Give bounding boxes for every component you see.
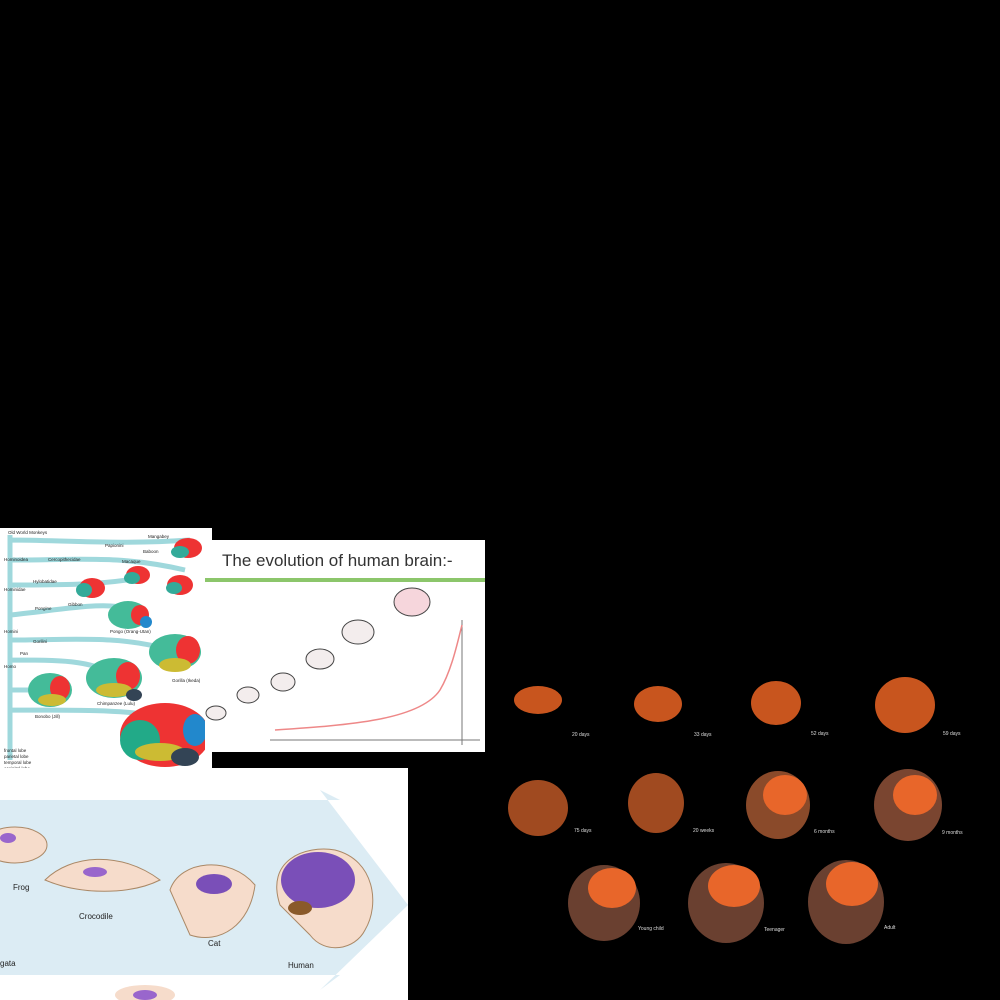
label: 9 months: [942, 830, 963, 836]
label: Gorilla (Ikeda): [172, 678, 201, 683]
development-panel: 20 days 33 days 52 days 59 days 75 days …: [508, 677, 963, 944]
label: 59 days: [943, 731, 961, 737]
divider: [205, 578, 485, 582]
label: gata: [0, 959, 16, 968]
brains: [588, 775, 937, 908]
brains: [28, 538, 210, 767]
label: Crocodile: [79, 912, 113, 921]
label: Macaque: [122, 559, 141, 564]
label: Adult: [884, 925, 896, 931]
label: Cercopithecidae: [48, 557, 81, 562]
label: Pan: [20, 651, 29, 656]
label: Homini: [4, 629, 18, 634]
label: Cat: [208, 939, 221, 948]
label: Pongine: [35, 606, 52, 611]
label: 20 days: [572, 732, 590, 738]
label: Human: [288, 961, 314, 970]
legend-item: frontal lobe: [4, 748, 27, 753]
primate-panel: Old World Monkeys Mangabey Papionini Bab…: [0, 528, 212, 785]
label: Young child: [638, 926, 664, 932]
animals: [0, 826, 374, 1000]
label: Bonobo (Jill): [35, 714, 61, 719]
label: 6 months: [814, 829, 835, 835]
label: Hominidae: [4, 587, 26, 592]
tree: [7, 535, 191, 760]
label: 52 days: [811, 731, 829, 737]
panel-title: The evolution of human brain:-: [222, 551, 453, 570]
label: Frog: [13, 883, 29, 892]
panel-bg: [205, 540, 485, 752]
label: 33 days: [694, 732, 712, 738]
evolution-panel: The evolution of human brain:-: [205, 540, 485, 752]
label: Homo: [4, 664, 17, 669]
label: Gibbon: [68, 602, 83, 607]
label: Baboon: [143, 549, 159, 554]
species-panel: Frog Crocodile Cat Human gata: [0, 768, 408, 1000]
label: 20 weeks: [693, 828, 715, 834]
curve: [274, 624, 463, 731]
label: Pongo (Orang-Utan): [110, 629, 151, 634]
label: Mangabey: [148, 534, 170, 539]
label: 75 days: [574, 828, 592, 834]
label: Chimpanzee (Lulu): [97, 701, 136, 706]
label: Hominoidea: [4, 557, 29, 562]
label: Papionini: [105, 543, 124, 548]
legend-item: parietal lobe: [4, 754, 29, 759]
label: Old World Monkeys: [8, 530, 48, 535]
label: Hylobatidae: [33, 579, 57, 584]
legend-item: temporal lobe: [4, 760, 32, 765]
label: Teenager: [764, 927, 785, 933]
skulls: [205, 587, 431, 721]
label: Gorilini: [33, 639, 47, 644]
